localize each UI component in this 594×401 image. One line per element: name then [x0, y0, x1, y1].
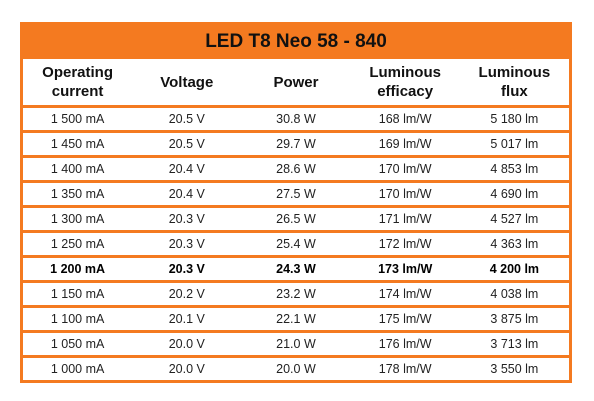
column-header: Voltage — [132, 59, 242, 108]
spec-table: Operating current Voltage Power Luminous ef… — [23, 59, 569, 380]
table-cell: 20.0 V — [132, 331, 242, 358]
table-cell: 20.2 V — [132, 281, 242, 308]
table-cell: 178 lm/W — [378, 362, 432, 376]
table-row: 1 400 mA 20.4 V 28.6 W 170 lm/W 4 853 lm — [23, 156, 569, 183]
table-cell: 27.5 W — [241, 181, 351, 208]
table-cell: 173 lm/W — [350, 256, 460, 283]
table-cell: 20.5 V — [132, 106, 242, 133]
table-cell: 20.4 V — [132, 181, 242, 208]
table-row: 1 350 mA 20.4 V 27.5 W 170 lm/W 4 690 lm — [23, 181, 569, 208]
table-cell: 28.6 W — [241, 156, 351, 183]
table-cell: 20.4 V — [132, 156, 242, 183]
table-cell: 20.0 W — [276, 362, 316, 376]
table-cell: 1 100 mA — [23, 306, 133, 333]
table-cell: 23.2 W — [241, 281, 351, 308]
table-cell: 3 875 lm — [459, 306, 569, 333]
column-header: Luminous flux — [459, 59, 569, 108]
table-cell: 172 lm/W — [350, 231, 460, 258]
table-cell: 20.3 V — [132, 231, 242, 258]
table-cell: 21.0 W — [241, 331, 351, 358]
table-cell: 170 lm/W — [350, 156, 460, 183]
table-cell: 20.5 V — [132, 131, 242, 158]
table-row: 1 450 mA 20.5 V 29.7 W 169 lm/W 5 017 lm — [23, 131, 569, 158]
table-row: 1 000 mA 20.0 V 20.0 W 178 lm/W 3 550 lm — [23, 357, 569, 381]
table-cell: 4 690 lm — [459, 181, 569, 208]
table-title: LED T8 Neo 58 - 840 — [23, 25, 569, 59]
table-cell: 25.4 W — [241, 231, 351, 258]
table-cell: 3 550 lm — [490, 362, 539, 376]
table-cell: 20.3 V — [132, 206, 242, 233]
table-cell: 20.0 V — [168, 362, 205, 376]
table-cell: 3 713 lm — [459, 331, 569, 358]
table-cell: 1 350 mA — [23, 181, 133, 208]
spec-table-box: LED T8 Neo 58 - 840 Operating current Vol… — [20, 22, 572, 383]
column-header: Operating current — [23, 59, 133, 108]
table-cell: 171 lm/W — [350, 206, 460, 233]
table-cell: 24.3 W — [241, 256, 351, 283]
table-cell: 4 363 lm — [459, 231, 569, 258]
table-row: 1 050 mA 20.0 V 21.0 W 176 lm/W 3 713 lm — [23, 331, 569, 358]
table-row: 1 300 mA 20.3 V 26.5 W 171 lm/W 4 527 lm — [23, 206, 569, 233]
table-cell: 1 450 mA — [23, 131, 133, 158]
table-cell: 175 lm/W — [350, 306, 460, 333]
table-cell: 1 050 mA — [23, 331, 133, 358]
table-row: 1 200 mA 20.3 V 24.3 W 173 lm/W 4 200 lm — [23, 256, 569, 283]
table-cell: 30.8 W — [241, 106, 351, 133]
table-row: 1 250 mA 20.3 V 25.4 W 172 lm/W 4 363 lm — [23, 231, 569, 258]
table-cell: 4 038 lm — [459, 281, 569, 308]
table-cell: 168 lm/W — [350, 106, 460, 133]
column-header: Power — [241, 59, 351, 108]
table-cell: 174 lm/W — [350, 281, 460, 308]
table-cell: 20.1 V — [132, 306, 242, 333]
column-header: Luminous efficacy — [350, 59, 460, 108]
table-cell: 29.7 W — [241, 131, 351, 158]
table-cell: 1 400 mA — [23, 156, 133, 183]
table-cell: 5 180 lm — [459, 106, 569, 133]
table-cell: 26.5 W — [241, 206, 351, 233]
table-row: 1 150 mA 20.2 V 23.2 W 174 lm/W 4 038 lm — [23, 281, 569, 308]
table-cell: 20.3 V — [132, 256, 242, 283]
table-header: Operating current Voltage Power Luminous ef… — [23, 59, 569, 108]
table-cell: 4 853 lm — [459, 156, 569, 183]
table-cell: 1 300 mA — [23, 206, 133, 233]
table-cell: 1 200 mA — [23, 256, 133, 283]
table-cell: 170 lm/W — [350, 181, 460, 208]
table-cell: 4 527 lm — [459, 206, 569, 233]
table-cell: 1 150 mA — [23, 281, 133, 308]
table-cell: 4 200 lm — [459, 256, 569, 283]
table-cell: 169 lm/W — [350, 131, 460, 158]
table-cell: 176 lm/W — [350, 331, 460, 358]
table-row: 1 100 mA 20.1 V 22.1 W 175 lm/W 3 875 lm — [23, 306, 569, 333]
table-cell: 1 500 mA — [23, 106, 133, 133]
table-cell: 22.1 W — [241, 306, 351, 333]
header-row: Operating current Voltage Power Luminous ef… — [23, 59, 569, 108]
table-cell: 1 250 mA — [23, 231, 133, 258]
table-body: 1 500 mA 20.5 V 30.8 W 168 lm/W 5 180 lm 1 45… — [23, 106, 569, 381]
table-cell: 5 017 lm — [459, 131, 569, 158]
table-row: 1 500 mA 20.5 V 30.8 W 168 lm/W 5 180 lm — [23, 106, 569, 133]
table-cell: 1 000 mA — [50, 362, 105, 376]
